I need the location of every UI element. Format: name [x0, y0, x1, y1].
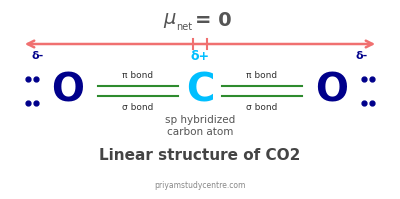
Text: π bond: π bond [122, 70, 154, 79]
Text: C: C [186, 72, 214, 110]
Text: O: O [52, 72, 84, 110]
Text: sp hybridized: sp hybridized [165, 115, 235, 125]
Text: σ bond: σ bond [246, 102, 278, 111]
Text: priyamstudycentre.com: priyamstudycentre.com [154, 181, 246, 190]
Text: carbon atom: carbon atom [167, 127, 233, 137]
Text: π bond: π bond [246, 70, 278, 79]
Text: σ bond: σ bond [122, 102, 154, 111]
Text: O: O [316, 72, 348, 110]
Text: δ-: δ- [32, 51, 44, 61]
Text: $\mu$: $\mu$ [163, 12, 177, 30]
Text: δ-: δ- [356, 51, 368, 61]
Text: δ+: δ+ [190, 50, 210, 62]
Text: net: net [176, 22, 192, 32]
Text: = 0: = 0 [195, 12, 232, 30]
Text: Linear structure of CO2: Linear structure of CO2 [99, 147, 301, 163]
